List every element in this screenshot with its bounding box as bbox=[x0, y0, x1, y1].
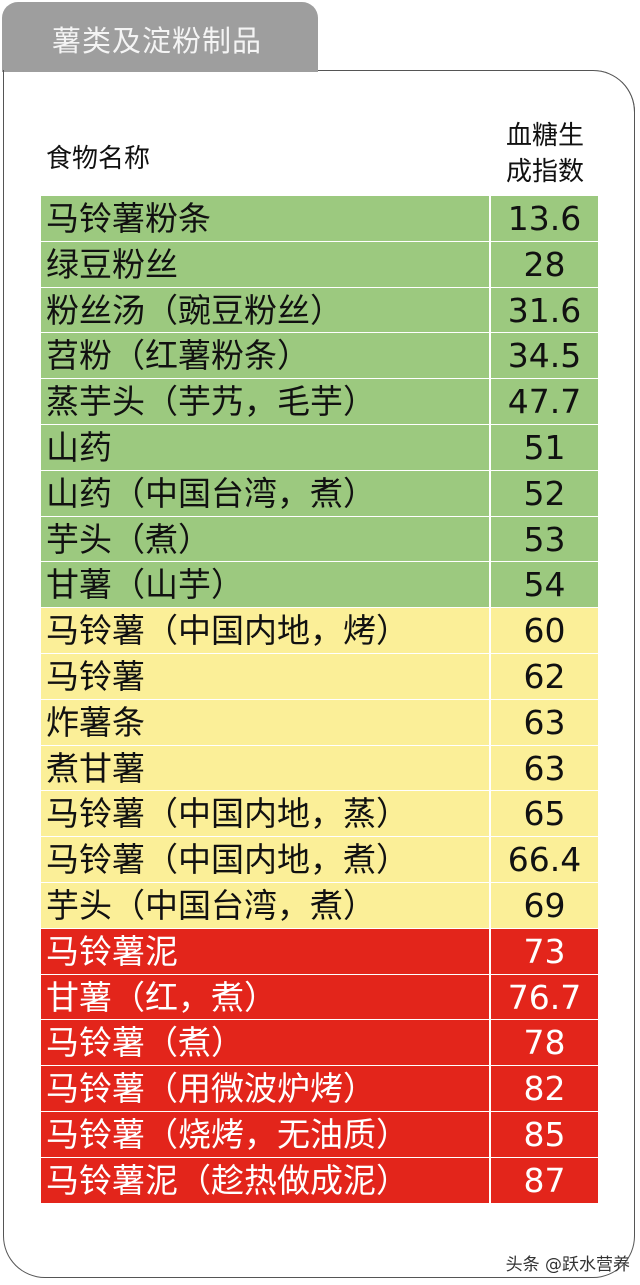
food-name-cell: 炸薯条 bbox=[41, 699, 491, 745]
column-header-gi-line2: 成指数 bbox=[505, 157, 584, 187]
gi-value-cell: 66.4 bbox=[507, 840, 582, 880]
food-name-cell: 马铃薯（中国内地，蒸） bbox=[41, 791, 491, 837]
table-row: 甘薯（山芋） 54 bbox=[41, 562, 598, 609]
category-title: 薯类及淀粉制品 bbox=[52, 24, 263, 58]
food-name-cell: 蒸芋头（芋艿，毛芋） bbox=[41, 379, 491, 424]
gi-value-cell: 85 bbox=[523, 1114, 566, 1154]
table-row: 煮甘薯 63 bbox=[41, 745, 598, 792]
table-row: 苕粉（红薯粉条） 34.5 bbox=[41, 333, 598, 380]
gi-value-cell: 78 bbox=[523, 1023, 566, 1063]
food-name-cell: 甘薯（山芋） bbox=[41, 562, 491, 608]
gi-value-cell: 34.5 bbox=[507, 336, 582, 376]
gi-value-cell: 87 bbox=[523, 1160, 566, 1200]
gi-value-cell: 52 bbox=[523, 473, 566, 513]
table-row: 马铃薯（用微波炉烤） 82 bbox=[41, 1066, 598, 1112]
gi-value-cell: 69 bbox=[523, 885, 566, 925]
table-row: 甘薯（红，煮） 76.7 bbox=[41, 974, 598, 1021]
gi-value-cell: 54 bbox=[523, 565, 566, 605]
food-name-cell: 山药（中国台湾，煮） bbox=[41, 470, 491, 516]
food-name-cell: 马铃薯（烧烤，无油质） bbox=[41, 1111, 491, 1157]
table-row: 马铃薯（中国内地，蒸） 65 bbox=[41, 791, 598, 838]
table-row: 马铃薯（烧烤，无油质） 85 bbox=[41, 1111, 598, 1158]
watermark: 头条 @跃水营养 bbox=[505, 1255, 630, 1275]
gi-value-cell: 76.7 bbox=[507, 977, 582, 1017]
table-frame bbox=[3, 70, 635, 1278]
gi-value-cell: 73 bbox=[523, 931, 566, 971]
table-row: 蒸芋头（芋艿，毛芋） 47.7 bbox=[41, 379, 598, 425]
table-row: 马铃薯 62 bbox=[41, 653, 598, 700]
table-row: 马铃薯粉条 13.6 bbox=[41, 196, 598, 242]
food-name-cell: 马铃薯（中国内地，烤） bbox=[41, 608, 491, 653]
gi-value-cell: 63 bbox=[523, 748, 566, 788]
food-name-cell: 煮甘薯 bbox=[41, 745, 491, 791]
food-name-cell: 绿豆粉丝 bbox=[41, 241, 491, 287]
table-row: 山药（中国台湾，煮） 52 bbox=[41, 470, 598, 517]
table-row: 山药 51 bbox=[41, 424, 598, 471]
gi-value-cell: 60 bbox=[523, 611, 566, 651]
food-name-cell: 芋头（煮） bbox=[41, 516, 491, 562]
table-frame-top bbox=[318, 70, 635, 114]
gi-value-cell: 47.7 bbox=[507, 382, 582, 422]
gi-value-cell: 53 bbox=[523, 519, 566, 559]
food-name-cell: 甘薯（红，煮） bbox=[41, 974, 491, 1020]
food-name-cell: 芋头（中国台湾，煮） bbox=[41, 882, 491, 928]
column-header-food-name: 食物名称 bbox=[46, 144, 151, 174]
table-row: 粉丝汤（豌豆粉丝） 31.6 bbox=[41, 287, 598, 334]
food-name-cell: 马铃薯（中国内地，煮） bbox=[41, 837, 491, 882]
gi-value-cell: 65 bbox=[523, 794, 566, 834]
food-name-cell: 山药 bbox=[41, 424, 491, 470]
gi-value-cell: 13.6 bbox=[507, 199, 582, 238]
gi-table: 马铃薯粉条 13.6 绿豆粉丝 28 粉丝汤（豌豆粉丝） 31.6 苕粉（红薯粉条） 34.5… bbox=[41, 196, 598, 1204]
food-name-cell: 马铃薯（煮） bbox=[41, 1020, 491, 1066]
table-row: 绿豆粉丝 28 bbox=[41, 241, 598, 288]
table-row: 马铃薯（煮） 78 bbox=[41, 1020, 598, 1067]
gi-value-cell: 82 bbox=[523, 1069, 566, 1109]
category-tab: 薯类及淀粉制品 bbox=[2, 2, 318, 72]
table-row: 芋头（中国台湾，煮） 69 bbox=[41, 882, 598, 929]
table-row: 芋头（煮） 53 bbox=[41, 516, 598, 563]
food-name-cell: 马铃薯粉条 bbox=[41, 196, 491, 241]
table-row: 炸薯条 63 bbox=[41, 699, 598, 746]
food-name-cell: 马铃薯（用微波炉烤） bbox=[41, 1066, 491, 1111]
table-row: 马铃薯泥（趁热做成泥） 87 bbox=[41, 1157, 598, 1204]
table-row: 马铃薯泥 73 bbox=[41, 928, 598, 975]
gi-value-cell: 28 bbox=[523, 244, 566, 284]
table-row: 马铃薯（中国内地，煮） 66.4 bbox=[41, 837, 598, 883]
column-header-gi-line1: 血糖生 bbox=[505, 121, 584, 151]
gi-value-cell: 62 bbox=[523, 656, 566, 696]
food-name-cell: 粉丝汤（豌豆粉丝） bbox=[41, 287, 491, 333]
table-row: 马铃薯（中国内地，烤） 60 bbox=[41, 608, 598, 654]
column-header-gi: 血糖生 成指数 bbox=[491, 118, 599, 190]
gi-value-cell: 63 bbox=[523, 702, 566, 742]
food-name-cell: 马铃薯 bbox=[41, 653, 491, 699]
gi-value-cell: 51 bbox=[523, 427, 566, 467]
gi-value-cell: 31.6 bbox=[507, 290, 582, 330]
food-name-cell: 马铃薯泥（趁热做成泥） bbox=[41, 1157, 491, 1203]
food-name-cell: 苕粉（红薯粉条） bbox=[41, 333, 491, 379]
food-name-cell: 马铃薯泥 bbox=[41, 928, 491, 974]
